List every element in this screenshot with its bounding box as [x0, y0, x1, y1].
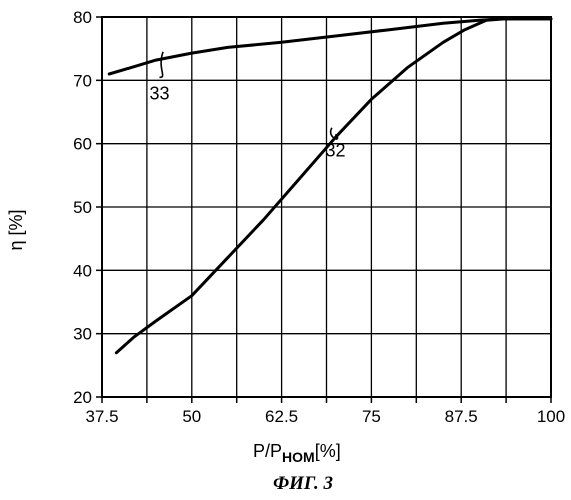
- x-tick-label: 62.5: [265, 407, 298, 426]
- x-axis-title-main: P/P: [253, 441, 282, 461]
- y-axis-ticks: 20 30 40 50 60 70 80: [73, 8, 102, 407]
- x-tick-label: 75: [362, 407, 381, 426]
- x-tick-label: 100: [537, 407, 565, 426]
- y-tick-label: 30: [73, 325, 92, 344]
- y-tick-label: 70: [73, 71, 92, 90]
- series-line-33: [109, 19, 551, 74]
- y-tick-label: 20: [73, 388, 92, 407]
- x-axis-ticks: 37.5 50 62.5 75 87.5 100: [85, 397, 565, 426]
- y-axis-title: η [%]: [6, 209, 26, 250]
- x-tick-label: 87.5: [445, 407, 478, 426]
- leader-line-33: [159, 52, 163, 78]
- x-tick-label: 37.5: [85, 407, 118, 426]
- series-group: [109, 19, 551, 353]
- figure-label: ФИГ. 3: [273, 473, 333, 494]
- y-tick-label: 80: [73, 8, 92, 27]
- series-line-32: [116, 19, 551, 353]
- series-callout-32: 32: [325, 140, 345, 160]
- grid: [102, 17, 551, 397]
- y-tick-label: 60: [73, 135, 92, 154]
- y-tick-label: 50: [73, 198, 92, 217]
- series-callout-33: 33: [149, 83, 169, 103]
- y-tick-label: 40: [73, 261, 92, 280]
- x-tick-label: 50: [182, 407, 201, 426]
- x-axis-title-unit: [%]: [315, 441, 341, 461]
- x-axis-title: P/PHOM[%]: [253, 441, 341, 465]
- x-axis-title-subscript: HOM: [282, 449, 315, 465]
